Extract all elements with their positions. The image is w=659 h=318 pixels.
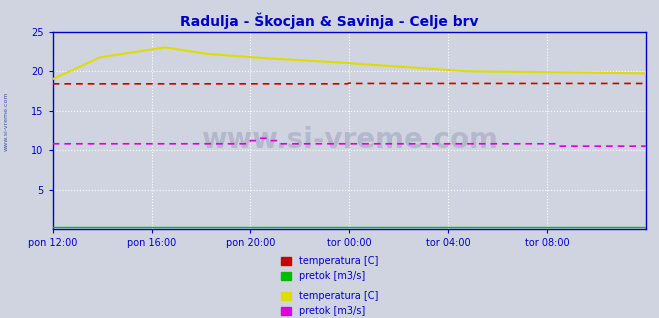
Text: www.si-vreme.com: www.si-vreme.com xyxy=(3,91,9,151)
Text: www.si-vreme.com: www.si-vreme.com xyxy=(201,126,498,154)
Text: Radulja - Škocjan & Savinja - Celje brv: Radulja - Škocjan & Savinja - Celje brv xyxy=(181,13,478,29)
Legend: temperatura [C], pretok [m3/s]: temperatura [C], pretok [m3/s] xyxy=(281,292,378,316)
Legend: temperatura [C], pretok [m3/s]: temperatura [C], pretok [m3/s] xyxy=(281,257,378,281)
